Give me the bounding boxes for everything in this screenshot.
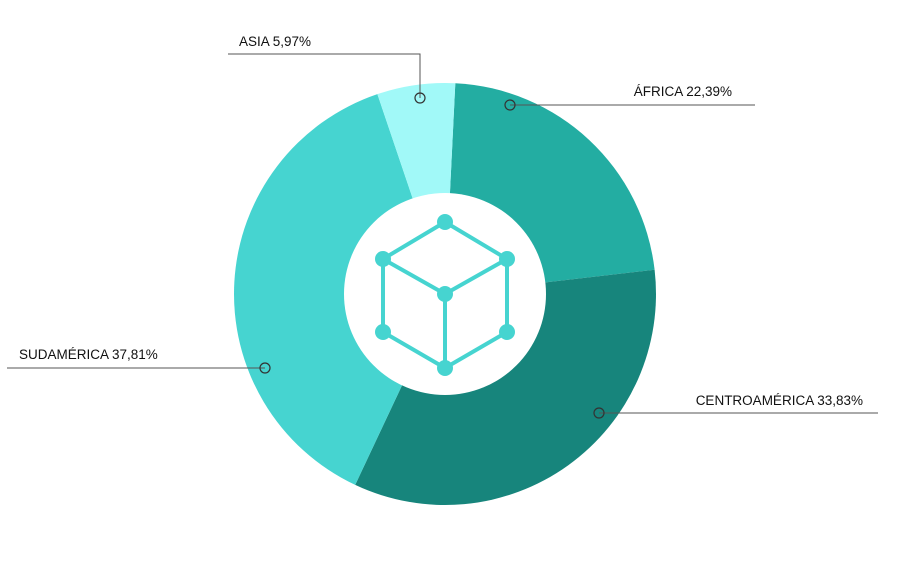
leader-line-asia xyxy=(228,53,421,98)
label-sudamerica: SUDAMÉRICA 37,81% xyxy=(19,347,158,362)
icon-node xyxy=(375,324,391,340)
labels-group: ÁFRICA 22,39% CENTROAMÉRICA 33,83% SUDAMÉR… xyxy=(19,34,863,408)
leader-lines-group xyxy=(7,53,878,419)
icon-node xyxy=(437,286,453,302)
marker-asia xyxy=(414,92,426,104)
icon-node xyxy=(499,324,515,340)
label-centroamerica: CENTROAMÉRICA 33,83% xyxy=(696,393,863,408)
icon-edge xyxy=(443,330,509,370)
icon-node xyxy=(375,251,391,267)
label-africa: ÁFRICA 22,39% xyxy=(634,84,732,99)
label-asia: ASIA 5,97% xyxy=(239,34,311,49)
marker-sudamerica xyxy=(259,362,271,374)
marker-centroamerica xyxy=(593,407,605,419)
icon-edge xyxy=(443,257,509,296)
icon-edge xyxy=(443,220,509,261)
cube-network-icon xyxy=(375,214,515,376)
icon-edge xyxy=(381,220,447,261)
marker-africa xyxy=(504,99,516,111)
slice-sudamerica xyxy=(234,94,445,485)
icon-node xyxy=(437,214,453,230)
icon-node xyxy=(437,360,453,376)
icon-node xyxy=(499,251,515,267)
icon-edge xyxy=(381,257,447,296)
icon-edge xyxy=(381,330,447,370)
slices-group xyxy=(234,82,656,505)
